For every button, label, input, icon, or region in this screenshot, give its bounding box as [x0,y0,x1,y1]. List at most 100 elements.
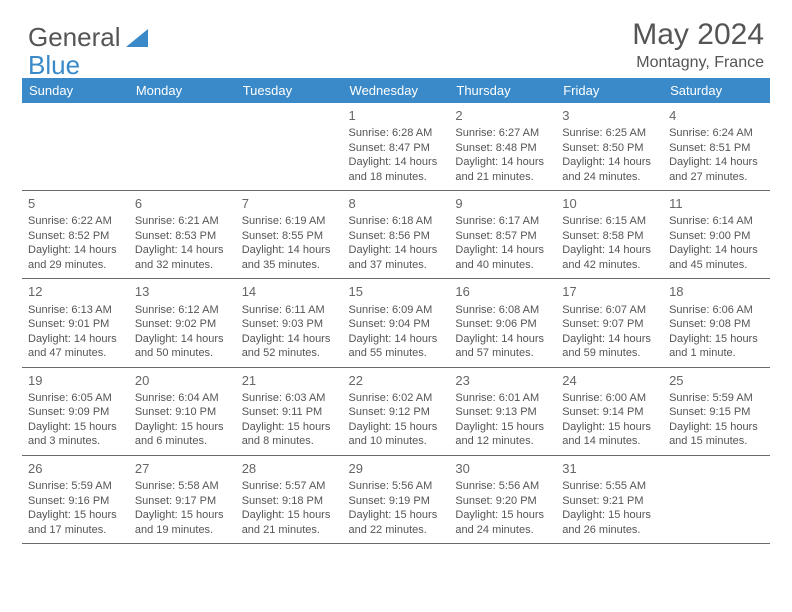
daylight-text: Daylight: 14 hours and 45 minutes. [669,243,764,272]
sunrise-text: Sunrise: 6:22 AM [28,214,123,229]
calendar-day-cell: 3Sunrise: 6:25 AMSunset: 8:50 PMDaylight… [556,103,663,191]
calendar-day-cell: 14Sunrise: 6:11 AMSunset: 9:03 PMDayligh… [236,279,343,367]
daylight-text: Daylight: 14 hours and 29 minutes. [28,243,123,272]
weekday-header: Thursday [449,78,556,103]
daylight-text: Daylight: 14 hours and 57 minutes. [455,332,550,361]
sunrise-text: Sunrise: 5:58 AM [135,479,230,494]
calendar-week-row: 1Sunrise: 6:28 AMSunset: 8:47 PMDaylight… [22,103,770,191]
weekday-header: Monday [129,78,236,103]
calendar-day-cell: 28Sunrise: 5:57 AMSunset: 9:18 PMDayligh… [236,455,343,543]
calendar-day-cell: 9 Sunrise: 6:17 AMSunset: 8:57 PMDaylight… [449,191,556,279]
sunset-text: Sunset: 9:08 PM [669,317,764,332]
sunset-text: Sunset: 9:06 PM [455,317,550,332]
daylight-text: Daylight: 15 hours and 26 minutes. [562,508,657,537]
sunrise-text: Sunrise: 6:15 AM [562,214,657,229]
day-number: 17 [562,283,657,300]
day-number: 23 [455,372,550,389]
day-number: 31 [562,460,657,477]
daylight-text: Daylight: 14 hours and 24 minutes. [562,155,657,184]
sunrise-text: Sunrise: 6:14 AM [669,214,764,229]
calendar-day-cell: 29Sunrise: 5:56 AMSunset: 9:19 PMDayligh… [343,455,450,543]
daylight-text: Daylight: 15 hours and 10 minutes. [349,420,444,449]
weekday-header: Friday [556,78,663,103]
calendar-empty-cell [663,455,770,543]
sunset-text: Sunset: 8:57 PM [455,229,550,244]
daylight-text: Daylight: 15 hours and 1 minute. [669,332,764,361]
calendar-day-cell: 23Sunrise: 6:01 AMSunset: 9:13 PMDayligh… [449,367,556,455]
sunset-text: Sunset: 9:00 PM [669,229,764,244]
sunrise-text: Sunrise: 6:04 AM [135,391,230,406]
calendar-day-cell: 1Sunrise: 6:28 AMSunset: 8:47 PMDaylight… [343,103,450,191]
calendar-day-cell: 18Sunrise: 6:06 AMSunset: 9:08 PMDayligh… [663,279,770,367]
daylight-text: Daylight: 14 hours and 37 minutes. [349,243,444,272]
sunset-text: Sunset: 9:14 PM [562,405,657,420]
sunset-text: Sunset: 8:55 PM [242,229,337,244]
day-number: 5 [28,195,123,212]
calendar-day-cell: 21Sunrise: 6:03 AMSunset: 9:11 PMDayligh… [236,367,343,455]
day-number: 26 [28,460,123,477]
sunset-text: Sunset: 8:50 PM [562,141,657,156]
weekday-header: Tuesday [236,78,343,103]
daylight-text: Daylight: 14 hours and 55 minutes. [349,332,444,361]
day-number: 10 [562,195,657,212]
sunrise-text: Sunrise: 6:12 AM [135,303,230,318]
calendar-week-row: 12Sunrise: 6:13 AMSunset: 9:01 PMDayligh… [22,279,770,367]
calendar-day-cell: 13Sunrise: 6:12 AMSunset: 9:02 PMDayligh… [129,279,236,367]
header-bar: General May 2024 Montagny, France [22,18,770,72]
day-number: 4 [669,107,764,124]
weekday-header: Wednesday [343,78,450,103]
sunset-text: Sunset: 9:11 PM [242,405,337,420]
daylight-text: Daylight: 14 hours and 32 minutes. [135,243,230,272]
calendar-day-cell: 7Sunrise: 6:19 AMSunset: 8:55 PMDaylight… [236,191,343,279]
sunset-text: Sunset: 9:18 PM [242,494,337,509]
sunrise-text: Sunrise: 6:07 AM [562,303,657,318]
daylight-text: Daylight: 15 hours and 19 minutes. [135,508,230,537]
sunrise-text: Sunrise: 6:27 AM [455,126,550,141]
brand-part1: General [28,22,121,53]
sunset-text: Sunset: 9:01 PM [28,317,123,332]
daylight-text: Daylight: 14 hours and 40 minutes. [455,243,550,272]
calendar-week-row: 19Sunrise: 6:05 AMSunset: 9:09 PMDayligh… [22,367,770,455]
sunset-text: Sunset: 9:10 PM [135,405,230,420]
daylight-text: Daylight: 14 hours and 35 minutes. [242,243,337,272]
calendar-day-cell: 20Sunrise: 6:04 AMSunset: 9:10 PMDayligh… [129,367,236,455]
daylight-text: Daylight: 14 hours and 52 minutes. [242,332,337,361]
brand-part2: Blue [28,50,80,81]
day-number: 19 [28,372,123,389]
calendar-day-cell: 30Sunrise: 5:56 AMSunset: 9:20 PMDayligh… [449,455,556,543]
sunrise-text: Sunrise: 6:21 AM [135,214,230,229]
day-number: 25 [669,372,764,389]
sunrise-text: Sunrise: 6:17 AM [455,214,550,229]
sunset-text: Sunset: 8:56 PM [349,229,444,244]
day-number: 2 [455,107,550,124]
day-number: 29 [349,460,444,477]
calendar-day-cell: 8Sunrise: 6:18 AMSunset: 8:56 PMDaylight… [343,191,450,279]
day-number: 9 [455,195,550,212]
sunrise-text: Sunrise: 5:59 AM [669,391,764,406]
sunset-text: Sunset: 9:17 PM [135,494,230,509]
daylight-text: Daylight: 15 hours and 14 minutes. [562,420,657,449]
calendar-day-cell: 24Sunrise: 6:00 AMSunset: 9:14 PMDayligh… [556,367,663,455]
calendar-day-cell: 5 Sunrise: 6:22 AMSunset: 8:52 PMDaylight… [22,191,129,279]
calendar-day-cell: 26Sunrise: 5:59 AMSunset: 9:16 PMDayligh… [22,455,129,543]
calendar-week-row: 5Sunrise: 6:22 AMSunset: 8:52 PMDaylight… [22,191,770,279]
day-number: 21 [242,372,337,389]
daylight-text: Daylight: 14 hours and 42 minutes. [562,243,657,272]
calendar-body: 1Sunrise: 6:28 AMSunset: 8:47 PMDaylight… [22,103,770,544]
sunset-text: Sunset: 9:09 PM [28,405,123,420]
calendar-empty-cell [236,103,343,191]
daylight-text: Daylight: 15 hours and 8 minutes. [242,420,337,449]
day-number: 8 [349,195,444,212]
day-number: 12 [28,283,123,300]
day-number: 7 [242,195,337,212]
sunrise-text: Sunrise: 5:57 AM [242,479,337,494]
day-number: 1 [349,107,444,124]
day-number: 27 [135,460,230,477]
calendar-day-cell: 15Sunrise: 6:09 AMSunset: 9:04 PMDayligh… [343,279,450,367]
sunset-text: Sunset: 8:52 PM [28,229,123,244]
day-number: 6 [135,195,230,212]
sunset-text: Sunset: 9:02 PM [135,317,230,332]
brand-logo: General [22,18,150,53]
month-title: May 2024 [632,18,764,52]
calendar-day-cell: 11Sunrise: 6:14 AMSunset: 9:00 PMDayligh… [663,191,770,279]
